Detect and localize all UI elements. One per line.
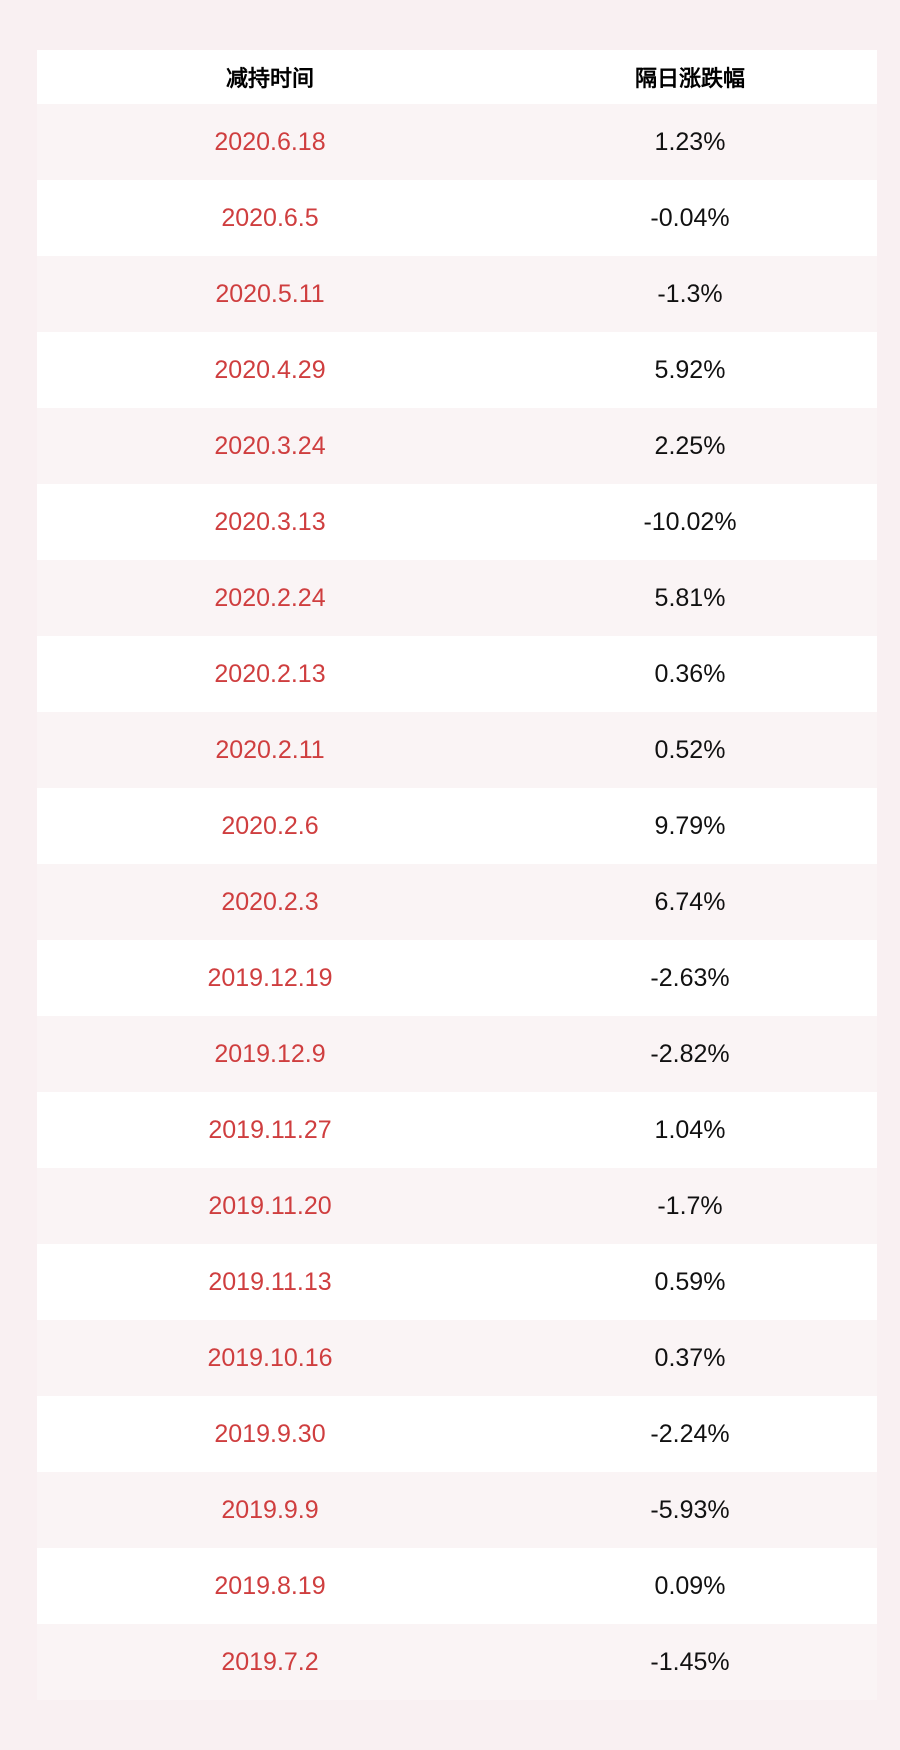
reduction-date-cell: 2019.7.2 bbox=[221, 1647, 319, 1676]
reduction-date-cell: 2020.2.11 bbox=[215, 735, 325, 764]
table-row: 2020.2.13 0.36% bbox=[37, 636, 877, 712]
reduction-date-cell: 2019.12.9 bbox=[214, 1039, 326, 1068]
table-row: 2020.4.29 5.92% bbox=[37, 332, 877, 408]
reduction-date-cell: 2020.5.11 bbox=[215, 279, 325, 308]
reduction-date-cell: 2020.4.29 bbox=[214, 355, 326, 384]
next-day-change-cell: -2.63% bbox=[650, 963, 730, 992]
next-day-change-cell: 0.52% bbox=[654, 735, 726, 764]
reduction-date-cell: 2019.9.9 bbox=[221, 1495, 319, 1524]
column-header-reduction-date: 减持时间 bbox=[225, 66, 314, 91]
table-header-row: 减持时间 隔日涨跌幅 bbox=[37, 50, 877, 104]
table-row: 2020.3.13 -10.02% bbox=[37, 484, 877, 560]
next-day-change-cell: -2.24% bbox=[650, 1419, 730, 1448]
table-row: 2020.2.11 0.52% bbox=[37, 712, 877, 788]
reduction-date-cell: 2019.11.13 bbox=[208, 1267, 332, 1296]
table-row: 2020.6.18 1.23% bbox=[37, 104, 877, 180]
reduction-date-cell: 2019.12.19 bbox=[207, 963, 333, 992]
next-day-change-cell: -1.3% bbox=[657, 279, 723, 308]
next-day-change-cell: 1.23% bbox=[654, 127, 726, 156]
next-day-change-cell: 6.74% bbox=[654, 887, 726, 916]
next-day-change-cell: 0.09% bbox=[654, 1571, 726, 1600]
next-day-change-cell: 1.04% bbox=[654, 1115, 726, 1144]
reduction-date-cell: 2019.9.30 bbox=[214, 1419, 326, 1448]
reduction-date-cell: 2020.2.3 bbox=[221, 887, 319, 916]
table-row: 2019.11.13 0.59% bbox=[37, 1244, 877, 1320]
next-day-change-cell: 0.59% bbox=[654, 1267, 726, 1296]
table-row: 2019.11.27 1.04% bbox=[37, 1092, 877, 1168]
reduction-date-cell: 2020.6.5 bbox=[221, 203, 319, 232]
reduction-date-cell: 2020.2.6 bbox=[221, 811, 319, 840]
table-row: 2020.2.6 9.79% bbox=[37, 788, 877, 864]
next-day-change-cell: 2.25% bbox=[654, 431, 726, 460]
table-row: 2019.10.16 0.37% bbox=[37, 1320, 877, 1396]
table-row: 2019.9.30 -2.24% bbox=[37, 1396, 877, 1472]
next-day-change-cell: 0.37% bbox=[654, 1343, 726, 1372]
reduction-date-cell: 2019.8.19 bbox=[214, 1571, 326, 1600]
column-header-next-day-change: 隔日涨跌幅 bbox=[634, 66, 745, 91]
next-day-change-cell: 5.92% bbox=[654, 355, 726, 384]
table-body: 2020.6.18 1.23% 2020.6.5 -0.04% 2020.5.11 -1.… bbox=[37, 104, 877, 1700]
reduction-date-cell: 2020.3.24 bbox=[214, 431, 326, 460]
table-row: 2019.11.20 -1.7% bbox=[37, 1168, 877, 1244]
table-row: 2019.7.2 -1.45% bbox=[37, 1624, 877, 1700]
table-row: 2020.2.3 6.74% bbox=[37, 864, 877, 940]
next-day-change-cell: 5.81% bbox=[654, 583, 726, 612]
next-day-change-cell: -10.02% bbox=[643, 507, 737, 536]
table-row: 2019.8.19 0.09% bbox=[37, 1548, 877, 1624]
next-day-change-cell: -5.93% bbox=[650, 1495, 730, 1524]
next-day-change-cell: 0.36% bbox=[654, 659, 726, 688]
next-day-change-cell: -2.82% bbox=[650, 1039, 730, 1068]
next-day-change-cell: -1.7% bbox=[657, 1191, 723, 1220]
next-day-change-cell: 9.79% bbox=[654, 811, 726, 840]
table-row: 2019.12.19 -2.63% bbox=[37, 940, 877, 1016]
next-day-change-cell: -0.04% bbox=[650, 203, 730, 232]
table-row: 2019.12.9 -2.82% bbox=[37, 1016, 877, 1092]
reduction-date-cell: 2019.11.27 bbox=[208, 1115, 332, 1144]
reduction-date-cell: 2020.2.13 bbox=[214, 659, 326, 688]
reduction-date-cell: 2020.6.18 bbox=[214, 127, 326, 156]
table-row: 2020.6.5 -0.04% bbox=[37, 180, 877, 256]
table-row: 2020.2.24 5.81% bbox=[37, 560, 877, 636]
reduction-date-cell: 2020.3.13 bbox=[214, 507, 326, 536]
table-row: 2019.9.9 -5.93% bbox=[37, 1472, 877, 1548]
reduction-date-cell: 2020.2.24 bbox=[214, 583, 326, 612]
reduction-history-table: 减持时间 隔日涨跌幅 2020.6.18 1.23% 2020.6.5 -0.04% 2… bbox=[37, 50, 877, 1700]
next-day-change-cell: -1.45% bbox=[650, 1647, 730, 1676]
reduction-date-cell: 2019.11.20 bbox=[208, 1191, 332, 1220]
table-row: 2020.5.11 -1.3% bbox=[37, 256, 877, 332]
reduction-date-cell: 2019.10.16 bbox=[207, 1343, 333, 1372]
table-row: 2020.3.24 2.25% bbox=[37, 408, 877, 484]
